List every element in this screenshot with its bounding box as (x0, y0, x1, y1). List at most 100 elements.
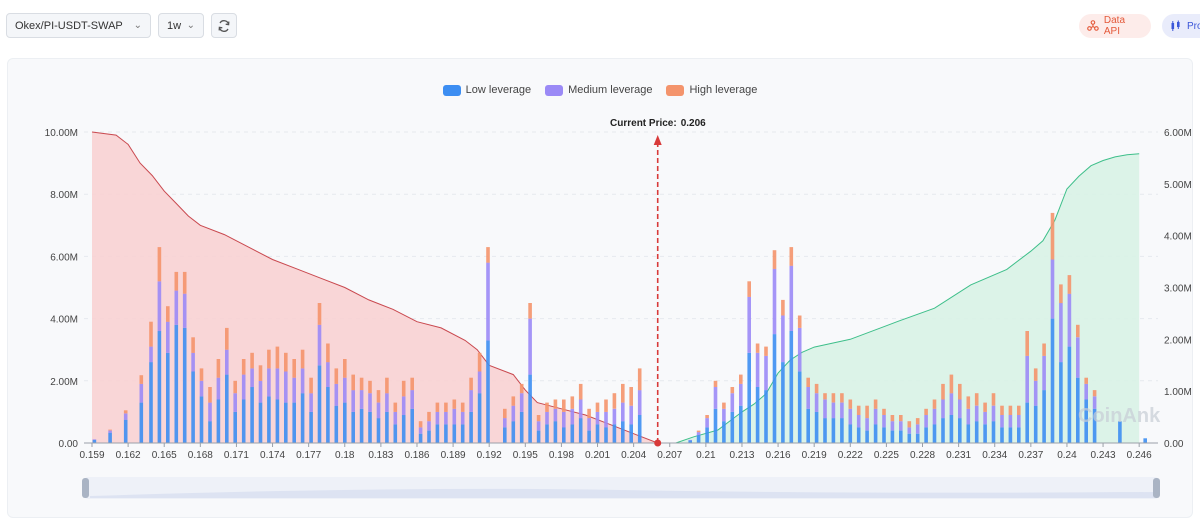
y-right-tick-label: 3.00M (1164, 284, 1192, 295)
legend-item-medium[interactable]: Medium leverage (545, 84, 652, 96)
bar-segment-low (587, 430, 591, 443)
x-tick-label: 0.243 (1091, 450, 1116, 461)
bar-segment-high (696, 430, 701, 433)
bar-segment-high (764, 346, 768, 356)
bar-segment-medium (848, 408, 853, 425)
y-left-tick-label: 0.00 (59, 439, 79, 450)
bar-segment-medium (941, 399, 945, 419)
bar-segment-low (1092, 408, 1097, 443)
bar-segment-high (545, 402, 549, 412)
bar-segment-medium (477, 371, 482, 394)
bar-segment-medium (182, 293, 187, 328)
bar-segment-low (696, 435, 701, 443)
bar-segment-low (149, 362, 153, 443)
bar-segment-low (359, 408, 364, 443)
bar-segment-low (873, 424, 878, 443)
bar-segment-high (368, 380, 372, 394)
bar-segment-high (1092, 390, 1097, 397)
bar-segment-medium (949, 393, 954, 415)
bar-segment-medium (393, 411, 398, 425)
bar-segment-high (932, 399, 937, 409)
bar-segment-low (1059, 362, 1063, 443)
bar-segment-medium (789, 265, 794, 331)
bar-segment-medium (359, 390, 364, 409)
bar-segment-medium (730, 393, 735, 412)
bar-segment-high (427, 411, 431, 422)
bar-segment-medium (1084, 383, 1088, 400)
bar-segment-high (966, 396, 971, 409)
bar-segment-low (418, 433, 423, 443)
x-tick-label: 0.204 (621, 450, 646, 461)
bar-segment-medium (587, 418, 591, 431)
bar-segment-low (477, 393, 482, 443)
bar-segment-medium (722, 408, 726, 422)
bar-segment-medium (612, 408, 617, 425)
bar-segment-medium (806, 387, 810, 409)
bar-segment-high (747, 281, 751, 297)
bar-segment-low (1033, 405, 1038, 443)
bar-segment-low (519, 411, 524, 443)
bar-segment-low (139, 402, 144, 443)
bar-segment-high (991, 393, 996, 406)
bar-segment-low (92, 439, 97, 443)
bar-segment-high (1076, 324, 1080, 338)
bar-segment-medium (166, 321, 170, 353)
bar-segment-low (1008, 427, 1013, 443)
bar-segment-high (915, 418, 920, 425)
legend-item-high[interactable]: High leverage (666, 84, 757, 96)
bar-segment-low (621, 421, 625, 443)
zoom-handle-right[interactable] (1153, 478, 1160, 498)
x-tick-label: 0.234 (982, 450, 1007, 461)
bar-segment-low (781, 362, 785, 443)
bar-segment-low (789, 331, 794, 443)
y-left-tick-label: 2.00M (50, 377, 78, 388)
legend-swatch-high (666, 84, 685, 96)
bar-segment-low (823, 418, 827, 443)
pair-select-value: Okex/PI-USDT-SWAP (15, 19, 123, 32)
bar-segment-low (216, 399, 221, 443)
pro-button[interactable]: Pro (1162, 14, 1200, 38)
x-tick-label: 0.207 (657, 450, 682, 461)
bar-segment-high (722, 402, 726, 409)
bar-segment-low (166, 352, 170, 443)
zoom-handle-left[interactable] (82, 478, 89, 498)
y-right-tick-label: 6.00M (1164, 128, 1192, 139)
bar-segment-high (814, 383, 819, 394)
bar-segment-high (108, 429, 112, 431)
bar-segment-low (1050, 318, 1055, 443)
bar-segment-medium (435, 411, 440, 425)
toolbar: Okex/PI-USDT-SWAP ⌄ 1w ⌄ Data API Pro (0, 0, 1200, 52)
bar-segment-high (899, 415, 903, 422)
bar-segment-low (553, 421, 558, 443)
bar-segment-medium (149, 346, 153, 363)
bar-segment-medium (924, 415, 928, 428)
bar-segment-medium (823, 399, 827, 419)
pair-select[interactable]: Okex/PI-USDT-SWAP ⌄ (6, 13, 151, 38)
bar-segment-high (216, 359, 221, 378)
bar-segment-medium (958, 399, 962, 419)
bar-segment-medium (637, 390, 642, 415)
bar-segment-medium (856, 415, 861, 428)
bar-segment-medium (797, 327, 802, 372)
x-tick-label: 0.225 (874, 450, 899, 461)
bar-segment-medium (225, 349, 229, 375)
current-price-label: Current Price: (610, 118, 677, 129)
bar-segment-low (899, 430, 903, 443)
bar-segment-high (789, 247, 794, 266)
x-tick-label: 0.198 (549, 450, 574, 461)
bar-segment-high (258, 365, 263, 381)
bar-segment-low (966, 424, 971, 443)
bar-segment-high (637, 368, 642, 391)
pro-label: Pro (1187, 20, 1200, 32)
bar-segment-medium (890, 421, 895, 431)
x-tick-label: 0.192 (477, 450, 502, 461)
bar-segment-high (1008, 405, 1013, 415)
bar-segment-low (208, 421, 212, 443)
refresh-icon (218, 19, 230, 32)
bar-segment-high (225, 327, 229, 350)
legend-item-low[interactable]: Low leverage (442, 84, 531, 96)
refresh-button[interactable] (211, 13, 237, 38)
bar-segment-low (199, 396, 204, 443)
interval-select[interactable]: 1w ⌄ (158, 13, 204, 38)
data-api-button[interactable]: Data API (1079, 14, 1151, 38)
